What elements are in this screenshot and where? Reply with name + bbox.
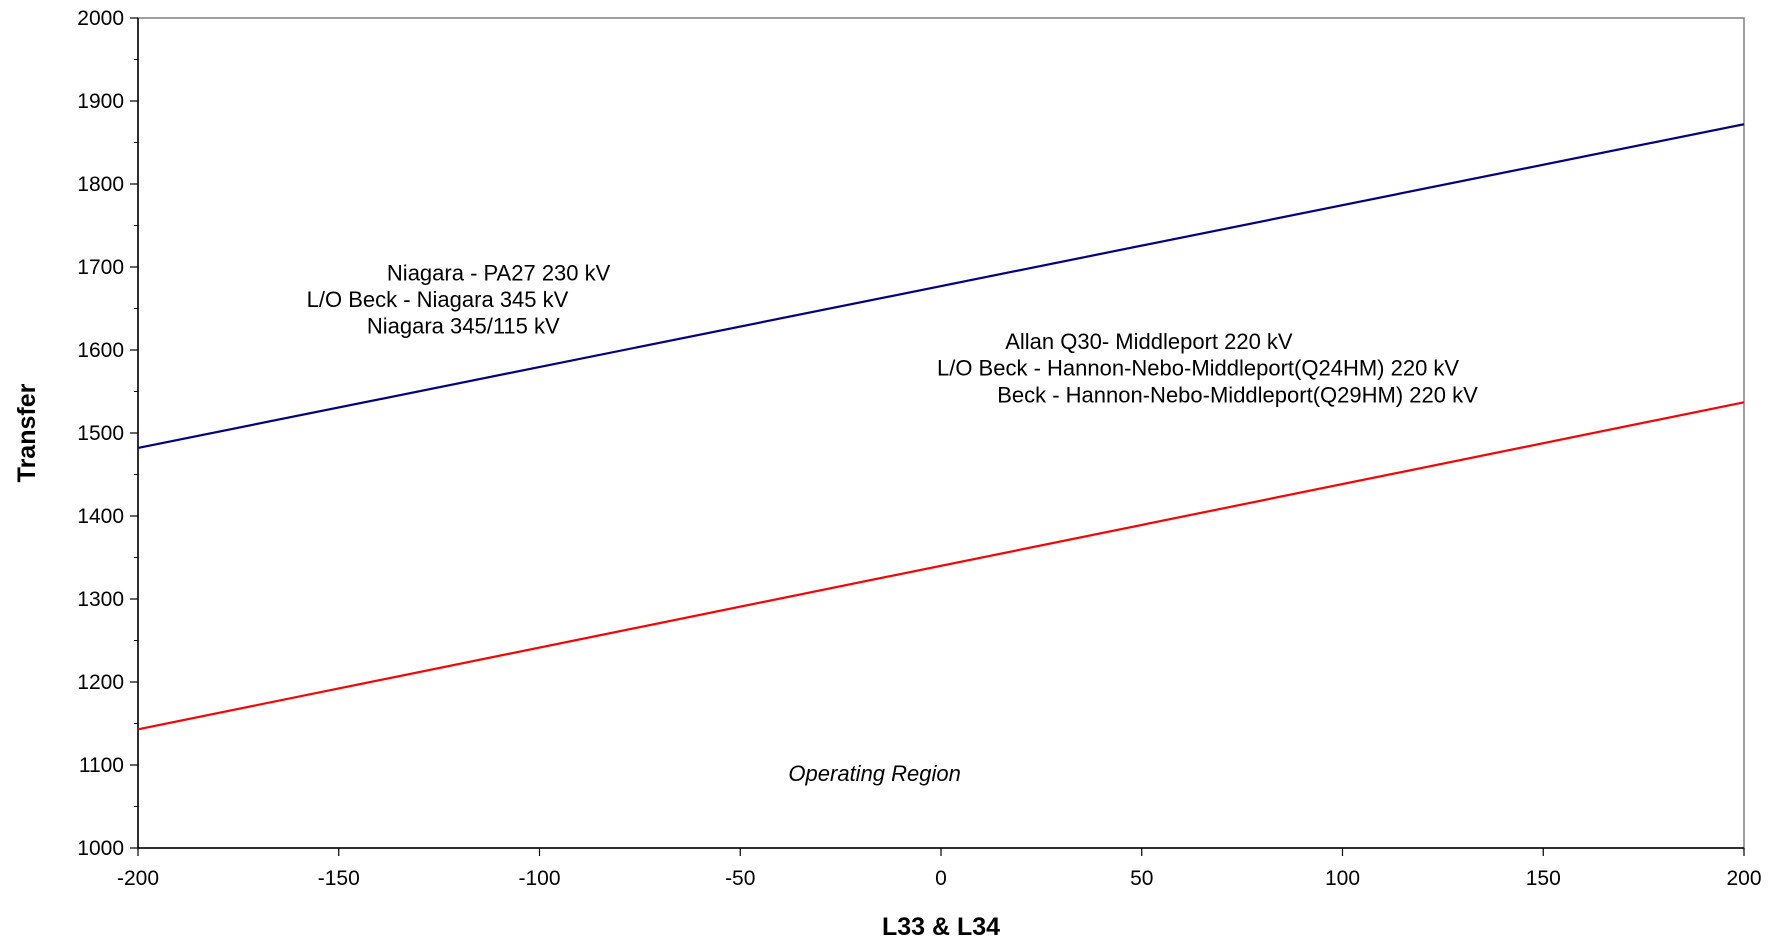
y-tick-label: 1800 [77,173,124,196]
y-tick-label: 1700 [77,256,124,279]
x-tick-label: -50 [725,867,755,890]
y-tick-label: 1500 [77,422,124,445]
y-tick-label: 1000 [77,837,124,860]
series-line-1 [137,123,1745,450]
x-tick-label: -100 [518,867,560,890]
annotation-2: L/O Beck - Niagara 345 kV [307,287,569,312]
x-tick-label: 150 [1526,867,1561,890]
y-tick-label: 1900 [77,90,124,113]
series-layer [137,123,1745,731]
annotation-layer: Niagara - PA27 230 kVL/O Beck - Niagara … [307,260,1478,785]
y-axis: 1000 1100 1200 1300 1400 1500 1600 1700 1800 1900… [77,7,139,860]
y-tick-label: 1600 [77,339,124,362]
x-tick-label: 100 [1325,867,1360,890]
x-tick-label: -200 [117,867,159,890]
y-tick-label: 1100 [79,754,124,777]
annotation-7: Operating Region [788,761,960,786]
annotation-5: L/O Beck - Hannon-Nebo-Middleport(Q24HM)… [937,356,1459,381]
annotation-1: Niagara - PA27 230 kV [387,260,611,285]
y-tick-label: 2000 [77,7,124,30]
annotation-4: Allan Q30- Middleport 220 kV [1005,329,1293,354]
y-axis-title: Transfer [13,383,41,482]
series-line-2 [137,401,1745,731]
x-axis: -200 -150 -100 -50 0 50 100 150 200 [117,847,1762,890]
x-axis-title: L33 & L34 [882,913,1000,941]
annotation-3: Niagara 345/115 kV [367,313,560,338]
plot-area [137,17,1745,849]
y-tick-label: 1400 [77,505,124,528]
x-tick-label: -150 [318,867,360,890]
y-tick-label: 1300 [77,588,124,611]
annotation-6: Beck - Hannon-Nebo-Middleport(Q29HM) 220… [997,382,1478,407]
y-tick-label: 1200 [77,671,124,694]
x-tick-label: 50 [1130,867,1153,890]
x-tick-label: 0 [935,867,947,890]
x-tick-label: 200 [1726,867,1761,890]
